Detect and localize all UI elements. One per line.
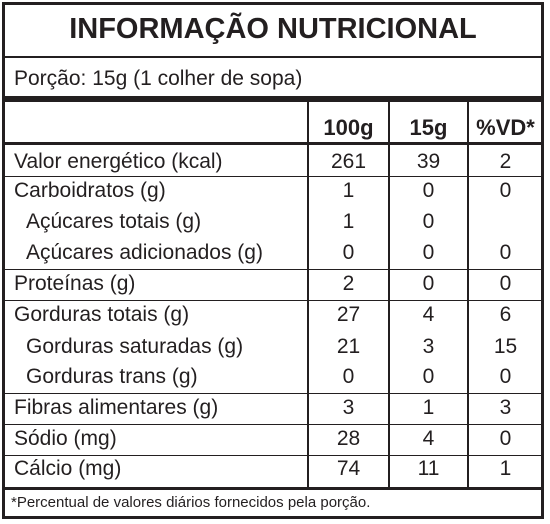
column-divider-3 xyxy=(467,102,469,487)
footnote: *Percentual de valores diários fornecido… xyxy=(11,494,371,511)
column-divider-1 xyxy=(307,102,309,487)
value-15g: 3 xyxy=(422,335,435,358)
table-row: Açúcares totais (g) 1 0 xyxy=(5,207,541,237)
value-15g: 0 xyxy=(422,272,435,295)
value-vd: 0 xyxy=(499,241,512,264)
nutrient-label: Valor energético (kcal) xyxy=(14,150,223,173)
footer-divider xyxy=(5,487,541,490)
value-100g: 21 xyxy=(336,335,361,358)
value-100g: 1 xyxy=(342,179,355,202)
header-15g: 15g xyxy=(409,115,448,140)
value-100g: 0 xyxy=(342,365,355,388)
header-row: 100g 15g %VD* xyxy=(5,111,541,141)
value-15g: 0 xyxy=(422,365,435,388)
value-vd: 1 xyxy=(499,457,512,480)
value-vd: 0 xyxy=(499,365,512,388)
row-divider xyxy=(5,176,541,177)
row-divider xyxy=(5,424,541,425)
value-15g: 0 xyxy=(422,241,435,264)
table-row: Sódio (mg) 28 4 0 xyxy=(5,424,541,454)
nutrient-label: Sódio (mg) xyxy=(14,427,117,450)
table-row: Carboidratos (g) 1 0 0 xyxy=(5,176,541,206)
nutrient-label: Gorduras totais (g) xyxy=(14,303,190,326)
nutrient-label: Açúcares adicionados (g) xyxy=(26,241,263,264)
nutrient-label: Fibras alimentares (g) xyxy=(14,396,219,419)
value-15g: 0 xyxy=(422,210,435,233)
table-row: Gorduras totais (g) 27 4 6 xyxy=(5,300,541,330)
table-row: Cálcio (mg) 74 11 1 xyxy=(5,454,541,484)
value-100g: 0 xyxy=(342,241,355,264)
header-vd: %VD* xyxy=(476,115,535,140)
value-15g: 4 xyxy=(422,427,435,450)
value-15g: 1 xyxy=(422,396,435,419)
value-100g: 1 xyxy=(342,210,355,233)
table-row: Valor energético (kcal) 261 39 2 xyxy=(5,147,541,177)
value-100g: 74 xyxy=(336,457,361,480)
nutrient-label: Cálcio (mg) xyxy=(14,457,122,480)
table-row: Gorduras saturadas (g) 21 3 15 xyxy=(5,332,541,362)
value-100g: 27 xyxy=(336,303,361,326)
value-vd: 0 xyxy=(499,272,512,295)
row-divider xyxy=(5,455,541,456)
header-100g: 100g xyxy=(323,115,374,140)
value-15g: 39 xyxy=(416,150,441,173)
value-15g: 11 xyxy=(417,457,440,480)
value-vd: 6 xyxy=(499,303,512,326)
value-vd: 0 xyxy=(499,427,512,450)
nutrient-label: Gorduras saturadas (g) xyxy=(26,335,244,358)
row-divider xyxy=(5,300,541,301)
value-100g: 3 xyxy=(342,396,355,419)
value-vd: 3 xyxy=(499,396,512,419)
panel-title: INFORMAÇÃO NUTRICIONAL xyxy=(69,13,477,45)
nutrient-label: Carboidratos (g) xyxy=(14,179,166,202)
table-row: Proteínas (g) 2 0 0 xyxy=(5,269,541,299)
nutrient-label: Proteínas (g) xyxy=(14,272,136,295)
row-divider xyxy=(5,393,541,394)
row-divider xyxy=(5,269,541,270)
value-vd: 0 xyxy=(499,179,512,202)
title-divider xyxy=(5,56,541,58)
header-divider xyxy=(5,142,541,145)
table-row: Gorduras trans (g) 0 0 0 xyxy=(5,362,541,392)
value-100g: 28 xyxy=(336,427,361,450)
value-100g: 2 xyxy=(342,272,355,295)
value-vd: 15 xyxy=(493,335,518,358)
nutrition-facts-panel: INFORMAÇÃO NUTRICIONAL Porção: 15g (1 co… xyxy=(2,2,544,519)
table-row: Fibras alimentares (g) 3 1 3 xyxy=(5,393,541,423)
portion-divider xyxy=(5,96,541,102)
table-row: Açúcares adicionados (g) 0 0 0 xyxy=(5,238,541,268)
value-15g: 4 xyxy=(422,303,435,326)
value-100g: 261 xyxy=(330,150,367,173)
nutrient-label: Açúcares totais (g) xyxy=(26,210,202,233)
value-vd: 2 xyxy=(499,150,512,173)
nutrient-label: Gorduras trans (g) xyxy=(26,365,198,388)
column-divider-2 xyxy=(388,102,390,487)
portion-text: Porção: 15g (1 colher de sopa) xyxy=(14,67,303,90)
value-15g: 0 xyxy=(422,179,435,202)
